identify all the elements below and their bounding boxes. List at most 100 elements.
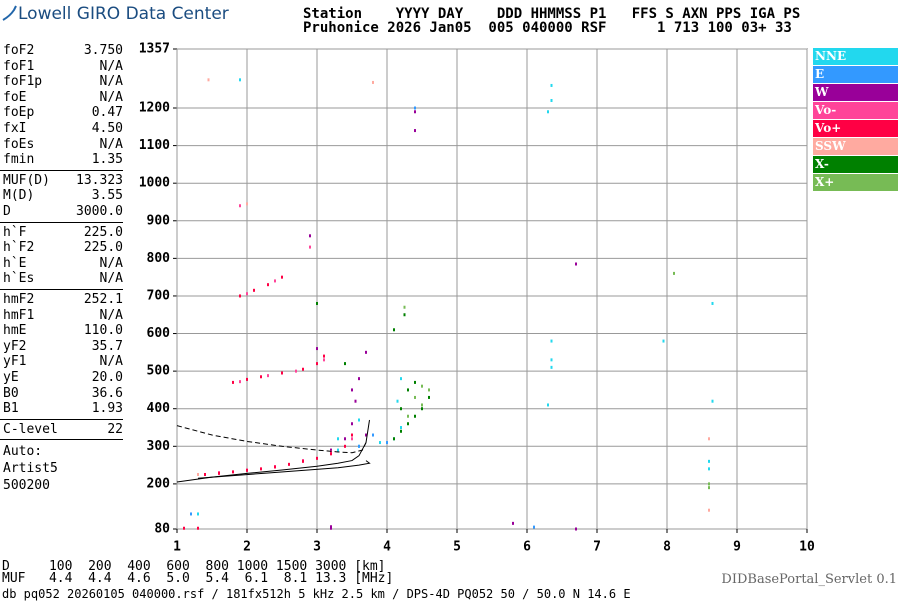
- point: [358, 444, 360, 448]
- point: [414, 129, 416, 133]
- point: [396, 399, 399, 403]
- parameter-row: M(D) 3.55: [3, 188, 123, 204]
- curve: [176, 419, 370, 483]
- parameter-row: MUF(D) 13.323: [3, 173, 123, 189]
- point: [344, 362, 346, 366]
- parameter-value: 225.0: [83, 240, 123, 256]
- y-tick-label: 600: [147, 326, 171, 341]
- point: [295, 369, 297, 373]
- point: [365, 350, 367, 354]
- parameter-row: yF2 35.7: [3, 339, 123, 355]
- point: [197, 472, 199, 476]
- separator: [0, 439, 123, 441]
- logo-text: Lowell GIRO Data Center: [18, 4, 229, 24]
- parameter-value: 110.0: [83, 323, 123, 339]
- parameter-row: D 3000.0: [3, 204, 123, 220]
- point: [414, 106, 416, 110]
- point: [354, 399, 357, 403]
- point: [274, 279, 276, 283]
- parameter-value: N/A: [99, 58, 123, 74]
- separator: [0, 221, 123, 223]
- point: [711, 399, 714, 403]
- muf-row-muf: MUF 4.4 4.4 4.6 5.0 5.4 6.1 8.1 13.3 [MH…: [2, 571, 394, 586]
- point: [414, 395, 416, 399]
- legend-entry: X+: [813, 174, 898, 191]
- point: [358, 418, 360, 422]
- point: [232, 380, 234, 384]
- curve: [197, 460, 371, 479]
- point: [246, 202, 248, 206]
- parameter-value: 1.35: [91, 152, 123, 168]
- point: [204, 472, 206, 476]
- note: Artist5: [3, 461, 58, 477]
- point: [197, 526, 199, 530]
- point: [414, 380, 416, 384]
- point: [547, 110, 549, 114]
- point: [330, 526, 332, 530]
- footer: db pq052 20260105 040000.rsf / 181fx512h…: [2, 587, 631, 601]
- parameter-value: 36.6: [91, 385, 123, 401]
- parameter-value: N/A: [99, 136, 123, 152]
- parameter-row: B0 36.6: [3, 386, 123, 402]
- point: [207, 78, 210, 82]
- point: [260, 467, 262, 471]
- parameter-value: 0.47: [91, 105, 123, 121]
- point: [330, 450, 332, 454]
- parameter-value: 1.93: [91, 401, 123, 417]
- curve: [176, 425, 367, 454]
- logo-icon: [2, 5, 17, 21]
- parameter-name: MUF(D): [3, 172, 50, 188]
- x-tick-label: 4: [383, 540, 391, 555]
- point: [337, 437, 339, 441]
- logo: Lowell GIRO Data Center: [2, 4, 229, 24]
- parameter-value: N/A: [99, 307, 123, 323]
- point: [407, 422, 409, 426]
- y-tick-label: 1200: [139, 101, 170, 116]
- point: [323, 358, 325, 362]
- point: [351, 437, 353, 441]
- separator: [0, 418, 123, 420]
- parameter-name: foE: [3, 89, 27, 105]
- parameter-name: fxI: [3, 121, 27, 136]
- point: [330, 525, 332, 529]
- point: [344, 437, 346, 441]
- parameter-value: N/A: [99, 354, 123, 370]
- y-tick-label: 300: [147, 439, 171, 454]
- separator: [0, 289, 123, 290]
- servlet: DIDBasePortal_Servlet 0.1: [721, 572, 897, 587]
- point: [260, 375, 262, 379]
- point: [407, 414, 409, 418]
- parameter-row: foEp 0.47: [3, 105, 123, 121]
- parameter-name: foEp: [3, 105, 35, 121]
- parameter-row: hmE 110.0: [3, 323, 123, 339]
- point: [351, 433, 353, 437]
- legend-entry: W: [813, 84, 898, 101]
- point: [372, 433, 374, 437]
- point: [550, 358, 553, 362]
- y-tick-label: 80: [154, 522, 170, 537]
- header-line: Station YYYY DAY DDD HHMMSS P1 FFS S AXN…: [303, 6, 801, 22]
- y-tick-label: 800: [147, 251, 171, 266]
- parameter-row: hmF2 252.1: [3, 292, 123, 308]
- x-tick-label: 9: [733, 540, 741, 555]
- point: [708, 508, 710, 512]
- parameter-name: foEs: [3, 136, 35, 152]
- legend-entry: NNE: [813, 48, 898, 65]
- point: [288, 462, 290, 466]
- y-tick-label: 900: [147, 213, 171, 228]
- point: [253, 288, 255, 292]
- parameter-value: 20.0: [91, 370, 123, 385]
- point: [316, 301, 318, 305]
- point: [708, 482, 710, 486]
- y-tick-label: 1000: [139, 176, 170, 191]
- point: [330, 452, 332, 456]
- muf-row-d: D 100 200 400 600 800 1000 1500 3000 [km…: [2, 559, 386, 574]
- point: [316, 347, 318, 351]
- point: [400, 407, 402, 411]
- y-tick-label: 1100: [139, 138, 170, 153]
- parameter-value: N/A: [99, 271, 123, 287]
- point: [550, 365, 553, 369]
- parameter-value: 13.323: [76, 172, 123, 188]
- parameter-row: fmin 1.35: [3, 152, 123, 168]
